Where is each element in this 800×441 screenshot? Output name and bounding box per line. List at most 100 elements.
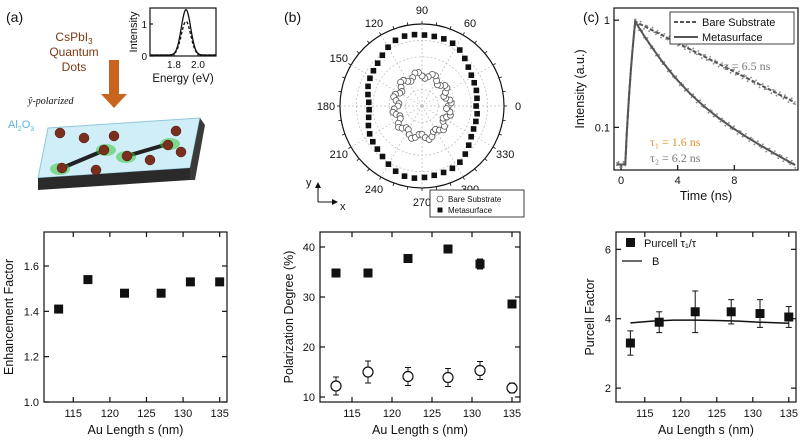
data-point-bare	[474, 364, 486, 377]
data-point	[625, 338, 635, 348]
x-tick-label: 135	[780, 408, 798, 420]
y-tick-label: 2	[605, 383, 611, 395]
polar-tick	[379, 176, 382, 180]
decay-data-point	[736, 133, 739, 135]
decay-data-point	[765, 88, 768, 91]
polar-tick	[356, 158, 360, 161]
decay-data-point	[775, 94, 778, 97]
data-point	[215, 277, 225, 287]
schematic-title-3: Dots	[62, 60, 87, 74]
polar-point-metasurface	[379, 52, 386, 59]
decay-data-point	[728, 121, 730, 124]
decay-data-point	[716, 113, 718, 115]
polar-point-metasurface	[449, 40, 456, 47]
x-tick-label: 135	[211, 408, 229, 420]
decay-chart: 0 4 8 0.1 1 Time (ns) Intensity (a.u.) Bare Sub…	[573, 7, 799, 203]
decay-data-point	[779, 91, 781, 93]
polar-angle-label: 330	[496, 149, 514, 161]
polar-point-metasurface	[441, 36, 447, 42]
data-point-metasurface	[363, 268, 373, 278]
y-axis-label: Intensity (a.u.)	[573, 49, 587, 128]
decay-data-point	[704, 103, 707, 106]
decay-data-point	[695, 53, 698, 56]
axis-glyph-y-arrow	[315, 182, 321, 188]
decay-data-point	[692, 47, 695, 50]
quantum-dots	[54, 125, 187, 176]
polar-point-metasurface	[401, 173, 408, 179]
decay-data-point	[763, 88, 766, 90]
inset-curve-dashed	[150, 20, 216, 56]
polar-tick	[462, 176, 465, 180]
decay-data-point	[792, 102, 795, 105]
decay-data-point	[789, 163, 791, 166]
decay-data-point	[724, 68, 727, 71]
substrate-front	[38, 168, 190, 190]
decay-data-point	[790, 97, 793, 100]
decay-data-point	[660, 36, 662, 39]
x-tick-label: 130	[463, 408, 481, 420]
x-tick-label: 115	[636, 408, 654, 420]
plot-frame	[615, 231, 797, 403]
polar-tick	[406, 22, 409, 26]
polar-point-metasurface	[365, 83, 371, 90]
decay-data-point	[646, 25, 649, 27]
legend-label: Bare Substrate	[448, 195, 502, 204]
polar-tick	[492, 146, 496, 149]
polar-point-metasurface	[431, 33, 438, 40]
polar-tick	[348, 146, 352, 149]
decay-data-point	[692, 93, 695, 96]
decay-data-point	[714, 59, 717, 62]
y-tick-label: 20	[303, 342, 315, 354]
decay-data-point	[741, 77, 744, 80]
decay-data-point	[787, 101, 790, 103]
decay-data-point	[755, 79, 757, 82]
decay-data-point	[666, 70, 669, 73]
y-tick-label: 6	[605, 244, 611, 256]
polar-tick	[356, 51, 360, 54]
axis-glyph-y-label: y	[306, 177, 312, 189]
data-point	[185, 277, 195, 287]
polar-angle-label: 180	[317, 101, 335, 113]
decay-data-point	[762, 83, 764, 85]
decay-data-point	[656, 29, 659, 32]
decay-data-point	[739, 130, 742, 133]
y-tick-label: 40	[303, 242, 315, 254]
decay-data-point	[784, 94, 786, 97]
polar-tick	[449, 182, 452, 187]
decay-data-point	[655, 33, 657, 36]
data-point-metasurface	[331, 268, 341, 278]
decay-data-point	[615, 161, 618, 164]
y-tick-label: 1.0	[24, 397, 39, 409]
legend-label: Metasurface	[702, 32, 763, 44]
decay-data-point	[695, 101, 698, 104]
polar-point-metasurface	[431, 172, 438, 179]
decay-data-point	[617, 160, 620, 163]
x-tick-label: 135	[503, 408, 521, 420]
decay-data-point	[648, 30, 650, 33]
polar-tick	[348, 63, 352, 66]
decay-data-point	[726, 64, 729, 67]
polar-point-metasurface	[366, 131, 373, 137]
polar-tick	[338, 119, 342, 122]
decay-data-point	[785, 156, 788, 159]
decay-data-point	[717, 65, 720, 68]
decay-data-point	[665, 38, 667, 40]
x-axis-label: Au Length s (nm)	[658, 423, 754, 437]
emission-arrow	[101, 60, 127, 108]
polar-tick	[492, 63, 496, 66]
decay-data-point	[758, 86, 761, 89]
data-point-bare	[506, 382, 518, 394]
legend-label: Metasurface	[448, 206, 493, 215]
panel-label-c: (c)	[583, 9, 599, 25]
decay-data-point	[619, 166, 622, 169]
polar-point-bare	[443, 105, 450, 112]
substrate-label: Al2O3	[8, 119, 34, 133]
decay-data-point	[745, 132, 747, 135]
polar-point-metasurface	[365, 99, 372, 106]
decay-data-point	[748, 140, 751, 143]
annotation-tau-bare: τ = 6.5 ns	[724, 59, 771, 73]
plot-frame	[319, 231, 521, 403]
polar-tick	[502, 90, 506, 93]
decay-data-point	[689, 51, 691, 53]
